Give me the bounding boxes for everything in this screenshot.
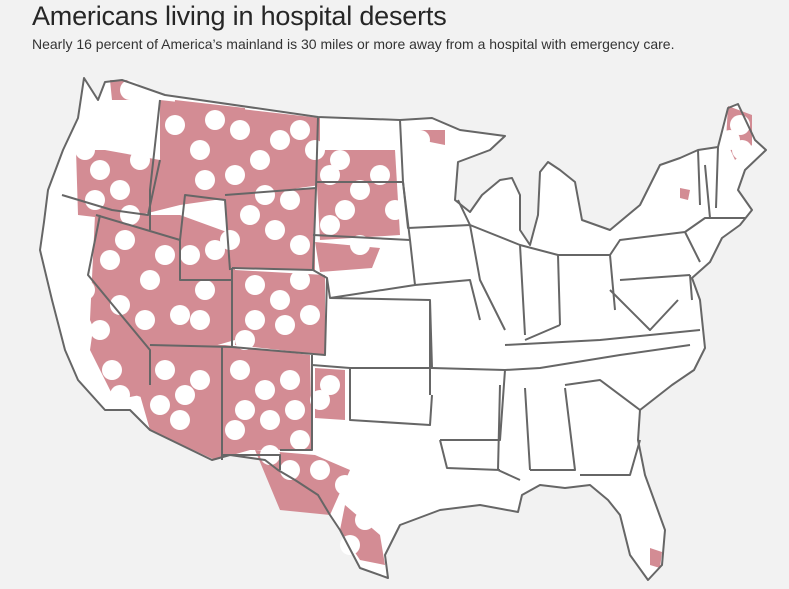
coverage-circle (175, 385, 195, 405)
coverage-circle (85, 190, 105, 210)
coverage-circle (320, 430, 340, 450)
coverage-circle (230, 360, 250, 380)
coverage-circle (255, 380, 275, 400)
coverage-circle (190, 370, 210, 390)
header: Americans living in hospital deserts Nea… (32, 0, 782, 53)
coverage-circle (280, 190, 300, 210)
border-southwest (221, 347, 433, 470)
coverage-circle (280, 370, 300, 390)
coverage-circle (115, 230, 135, 250)
coverage-circle (370, 165, 390, 185)
coverage-circle (410, 130, 430, 150)
coverage-circle (350, 180, 370, 200)
coverage-circle (205, 240, 225, 260)
coverage-circle (245, 310, 265, 330)
coverage-circle (195, 280, 215, 300)
coverage-circle (140, 270, 160, 290)
coverage-circle (102, 360, 122, 380)
coverage-circle (285, 400, 305, 420)
desert-region-florida-south (650, 548, 662, 568)
coverage-circle (155, 360, 175, 380)
coverage-circle (350, 235, 370, 255)
coverage-circle (340, 535, 360, 555)
hospital-desert-map (39, 77, 767, 581)
coverage-circle (235, 330, 255, 350)
border-northeast (609, 146, 745, 331)
coverage-circle (260, 410, 280, 430)
coverage-circle (190, 310, 210, 330)
coverage-circle (290, 235, 310, 255)
coverage-circle (230, 120, 250, 140)
coverage-circle (235, 400, 255, 420)
coverage-circle (255, 185, 275, 205)
state-borders (39, 77, 767, 581)
coverage-circle (170, 305, 190, 325)
coverage-circle (335, 475, 355, 495)
coverage-circle (110, 180, 130, 200)
coverage-circle (320, 375, 340, 395)
coverage-circle (130, 150, 150, 170)
border-mountain (149, 116, 328, 356)
us-outline (39, 77, 767, 581)
border-midwest (402, 181, 616, 341)
page-title: Americans living in hospital deserts (32, 1, 447, 31)
coverage-circle (305, 140, 325, 160)
coverage-circle (240, 205, 260, 225)
coverage-circle (100, 250, 120, 270)
coverage-circle (310, 390, 330, 410)
coverage-circle (220, 230, 240, 250)
desert-region-adirondacks (680, 188, 690, 200)
coverage-circle (265, 220, 285, 240)
coverage-circle (290, 270, 310, 290)
page-subtitle: Nearly 16 percent of America’s mainland … (32, 36, 675, 52)
coverage-circle (300, 305, 320, 325)
border-south (431, 329, 701, 481)
coverage-circle (75, 140, 95, 160)
coverage-circle (225, 165, 245, 185)
coverage-circle (335, 200, 355, 220)
coverage-circle (165, 115, 185, 135)
coverage-circle (385, 200, 405, 220)
coverage-circle (310, 460, 330, 480)
coverage-circle (320, 165, 340, 185)
coverage-circle (270, 130, 290, 150)
coverage-circle (135, 310, 155, 330)
coverage-circle (720, 130, 740, 150)
coverage-circle (170, 410, 190, 430)
coverage-circle (290, 120, 310, 140)
coverage-circle (120, 205, 140, 225)
coverage-circle (190, 140, 210, 160)
coverage-circle (355, 510, 375, 530)
coverage-circle (110, 295, 130, 315)
desert-region-southwest (140, 345, 312, 460)
coverage-circle (195, 170, 215, 190)
coverage-circle (155, 245, 175, 265)
desert-region-south-texas (340, 505, 385, 565)
coverage-circle (270, 290, 290, 310)
coverage-circle (290, 430, 310, 450)
coverage-circle (205, 110, 225, 130)
coverage-circle (90, 320, 110, 340)
coverage-circle (180, 245, 200, 265)
border-west-coast-interior (61, 99, 231, 385)
coverage-circle (320, 215, 340, 235)
coverage-circle (245, 275, 265, 295)
coverage-circle (225, 420, 245, 440)
coverage-circle (110, 385, 130, 405)
coverage-circle (75, 280, 95, 300)
coverage-circle (275, 315, 295, 335)
coverage-circle (90, 160, 110, 180)
coverage-circle (330, 150, 350, 170)
coverage-circle (250, 150, 270, 170)
coverage-circle (150, 395, 170, 415)
